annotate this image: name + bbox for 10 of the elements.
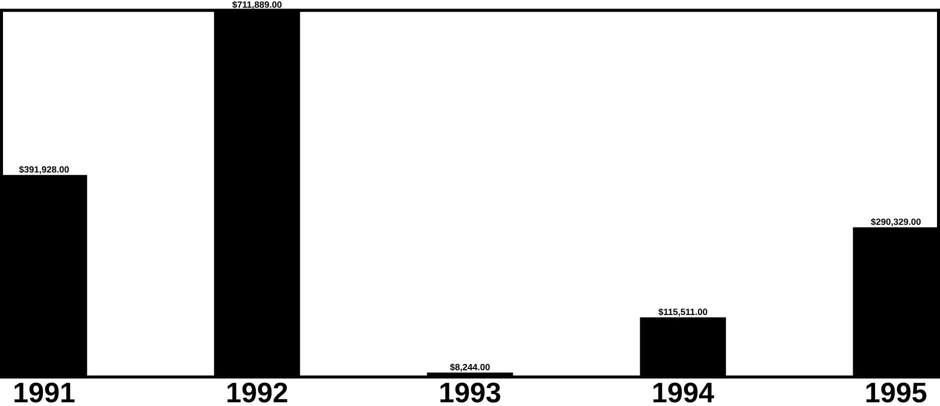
x-tick-label: 1991 (14, 382, 75, 403)
x-tick-label: 1992 (228, 382, 288, 403)
data-label: $115,511.00 (658, 308, 708, 316)
x-tick-label: 1993 (440, 382, 500, 403)
x-tick-label: 1994 (653, 382, 714, 403)
data-label: $290,329.00 (870, 218, 921, 226)
data-label: $391,928.00 (19, 166, 69, 174)
data-label: $711,889.00 (232, 1, 282, 10)
data-label: $8,244.00 (450, 364, 490, 372)
x-tick-label: 1995 (866, 382, 926, 403)
